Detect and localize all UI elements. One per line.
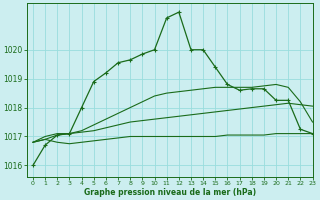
X-axis label: Graphe pression niveau de la mer (hPa): Graphe pression niveau de la mer (hPa) <box>84 188 256 197</box>
